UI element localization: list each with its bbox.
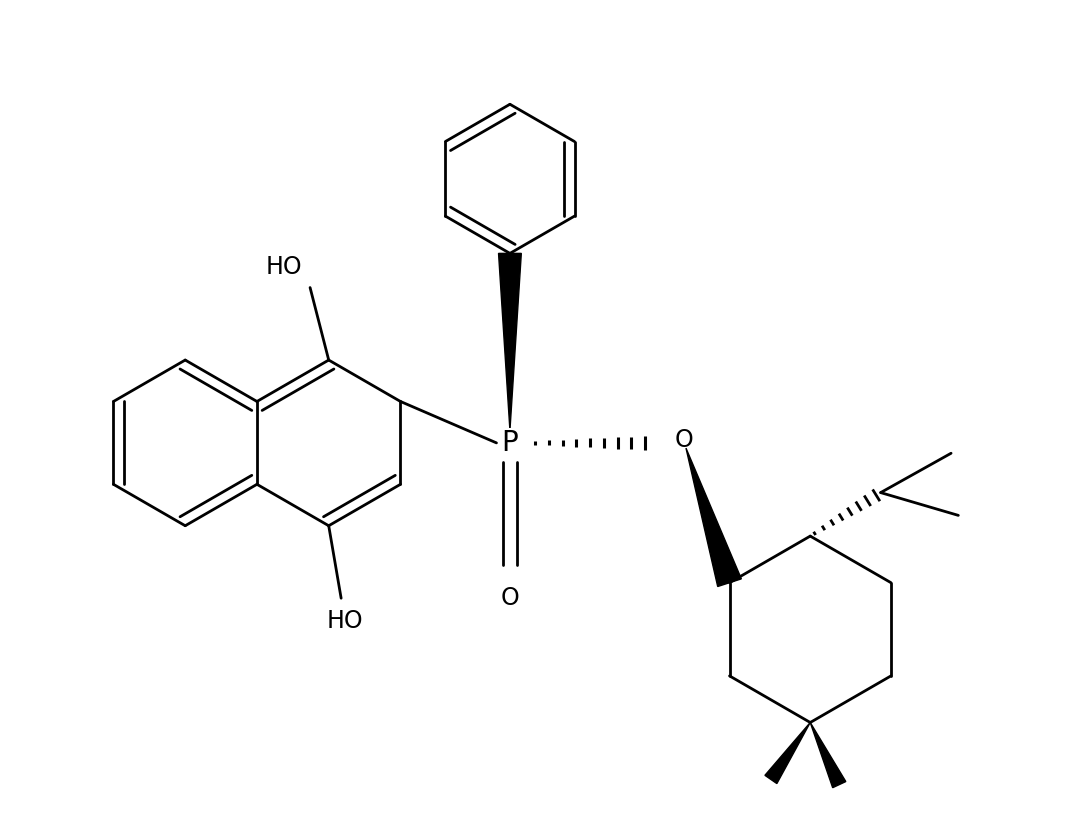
Text: P: P xyxy=(502,429,518,457)
Text: O: O xyxy=(674,428,694,452)
Polygon shape xyxy=(765,722,810,784)
Polygon shape xyxy=(686,448,741,586)
Polygon shape xyxy=(499,254,522,430)
Polygon shape xyxy=(810,722,846,787)
Text: O: O xyxy=(501,585,519,610)
Text: HO: HO xyxy=(265,255,302,279)
Text: HO: HO xyxy=(327,609,364,632)
